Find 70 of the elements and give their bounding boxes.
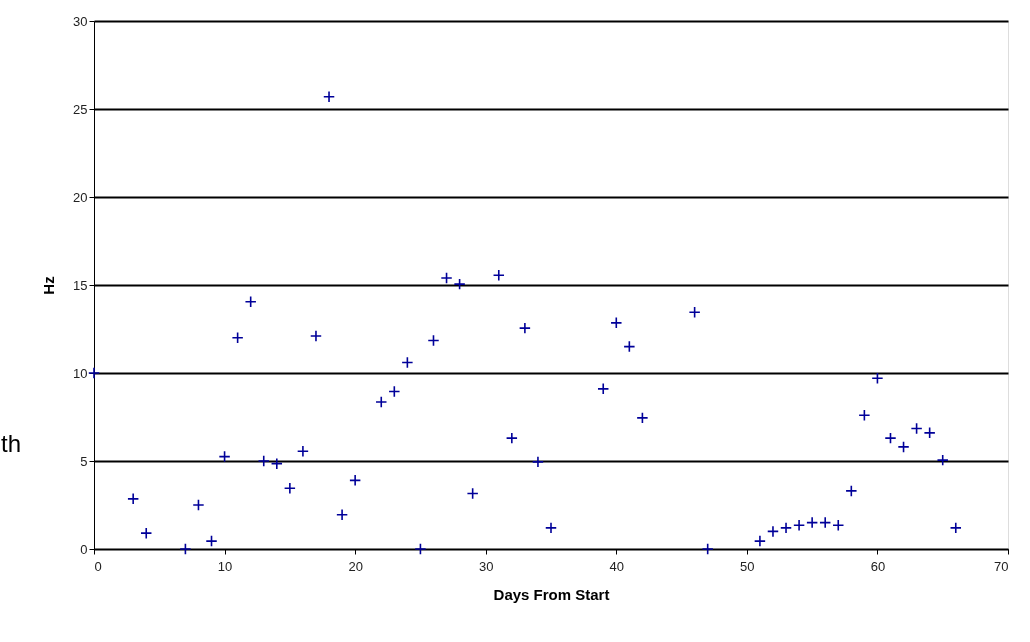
point bbox=[858, 409, 871, 422]
point bbox=[832, 519, 845, 532]
y-tick-label: 15 bbox=[73, 277, 88, 293]
point bbox=[779, 521, 793, 534]
point bbox=[544, 521, 558, 534]
point bbox=[270, 457, 283, 470]
point bbox=[296, 445, 309, 458]
y-tick-label: 0 bbox=[80, 541, 88, 557]
point bbox=[701, 542, 714, 556]
x-tick-label: 30 bbox=[478, 558, 494, 574]
point bbox=[884, 432, 897, 445]
point bbox=[623, 340, 636, 353]
point bbox=[453, 278, 466, 291]
y-tick-label: 30 bbox=[73, 13, 88, 29]
point bbox=[819, 516, 832, 529]
point bbox=[283, 482, 296, 495]
x-tick-label: 0 bbox=[94, 558, 102, 574]
y-tick-label: 25 bbox=[73, 101, 88, 117]
point bbox=[753, 535, 766, 548]
point bbox=[871, 372, 884, 385]
point bbox=[910, 422, 923, 435]
x-tick-label: 40 bbox=[609, 558, 625, 574]
x-tick-label: 50 bbox=[740, 558, 755, 574]
x-tick-label: 60 bbox=[870, 558, 886, 574]
x-tick-label: 70 bbox=[994, 558, 1009, 574]
point bbox=[218, 450, 231, 463]
point bbox=[949, 521, 962, 534]
point bbox=[936, 454, 949, 467]
y-tick-label: 10 bbox=[73, 365, 88, 381]
point bbox=[688, 306, 701, 319]
point bbox=[806, 516, 819, 529]
point bbox=[322, 90, 336, 103]
point bbox=[427, 334, 440, 347]
point bbox=[518, 322, 531, 335]
point bbox=[244, 295, 257, 308]
x-tick-label: 10 bbox=[217, 558, 233, 574]
point bbox=[375, 396, 388, 409]
point bbox=[205, 535, 218, 548]
point bbox=[192, 498, 205, 512]
y-tick-label: 20 bbox=[73, 189, 88, 205]
point bbox=[923, 426, 936, 439]
point bbox=[466, 487, 479, 500]
point bbox=[766, 525, 780, 538]
x-tick-label: 20 bbox=[348, 558, 363, 574]
text: th bbox=[1, 430, 22, 457]
point bbox=[897, 440, 910, 453]
point bbox=[845, 484, 858, 497]
point bbox=[231, 331, 244, 344]
point bbox=[597, 382, 610, 395]
point bbox=[87, 366, 101, 380]
point bbox=[127, 492, 140, 505]
point bbox=[531, 455, 544, 468]
point bbox=[793, 519, 806, 532]
point bbox=[309, 330, 323, 343]
y-tick-label: 5 bbox=[80, 453, 88, 469]
point bbox=[179, 542, 192, 556]
point bbox=[401, 356, 414, 369]
point bbox=[414, 542, 427, 556]
point bbox=[336, 508, 349, 521]
point bbox=[505, 432, 518, 445]
point bbox=[257, 454, 270, 468]
point bbox=[610, 316, 623, 329]
point bbox=[388, 385, 401, 398]
y-axis-title: Hz bbox=[40, 276, 58, 295]
point bbox=[440, 271, 453, 284]
point bbox=[140, 527, 153, 540]
x-axis-title: Days From Start bbox=[493, 585, 610, 603]
point bbox=[492, 269, 505, 282]
point bbox=[349, 474, 362, 487]
point bbox=[636, 411, 649, 424]
